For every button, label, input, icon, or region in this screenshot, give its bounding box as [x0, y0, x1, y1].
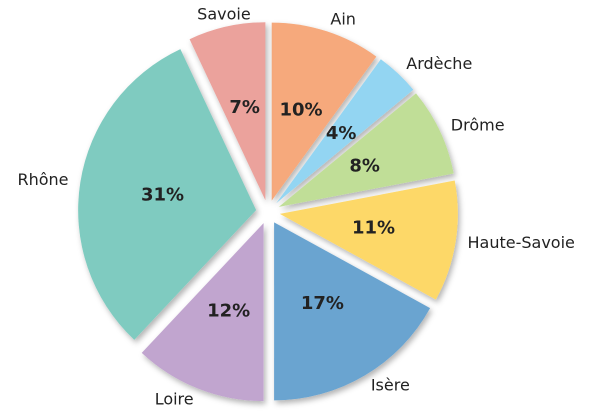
slice-value-label: 17%	[301, 293, 344, 314]
pie-slice	[279, 180, 458, 300]
slice-value-label: 7%	[229, 97, 260, 118]
pie-slice	[141, 223, 264, 402]
slice-value-label: 8%	[349, 156, 380, 177]
pie-slice	[189, 22, 266, 201]
pie-slice	[78, 49, 257, 340]
slice-category-label: Savoie	[197, 4, 251, 23]
slice-value-label: 10%	[279, 99, 322, 120]
slice-value-label: 12%	[207, 300, 250, 321]
slice-value-label: 31%	[141, 184, 184, 205]
slice-category-label: Rhône	[17, 170, 68, 189]
slice-value-label: 11%	[352, 218, 395, 239]
pie-slice	[278, 93, 454, 207]
slice-category-label: Isère	[371, 375, 410, 394]
slice-category-label: Loire	[155, 389, 194, 408]
pie-slice	[271, 22, 377, 201]
slice-category-label: Ardèche	[406, 54, 472, 73]
pie-slice	[276, 59, 414, 204]
slice-category-label: Drôme	[451, 115, 505, 134]
pie-slice	[274, 222, 431, 401]
slice-category-label: Haute-Savoie	[468, 233, 575, 252]
slice-value-label: 4%	[326, 123, 357, 144]
slice-category-label: Ain	[330, 9, 356, 28]
